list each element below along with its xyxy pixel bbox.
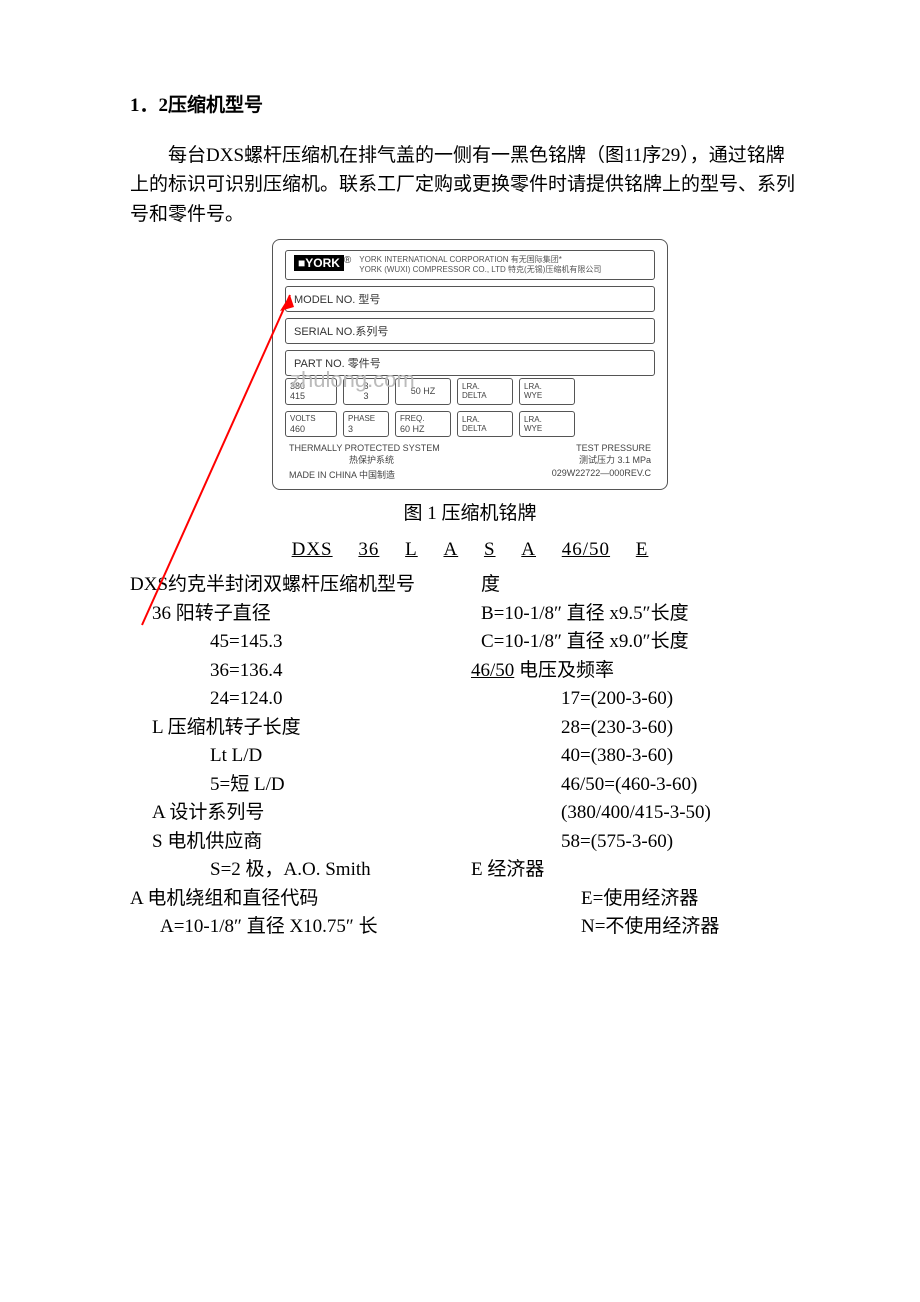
lra4s: WYE [524, 424, 570, 434]
seg-36: 36 [358, 539, 379, 560]
lra-wye-50: LRA. WYE [519, 378, 575, 406]
serial-row: SERIAL NO.系列号 [285, 318, 655, 344]
vf-1: 17=(200-3-60) [471, 685, 800, 714]
made-in: MADE IN CHINA 中国制造 [289, 468, 395, 481]
seg-4650: 46/50 [562, 539, 610, 560]
seg-e: E [636, 539, 649, 560]
s-label: S 电机供应商 [130, 828, 459, 857]
testp-en: TEST PRESSURE [576, 443, 651, 453]
e-label: E 经济器 [471, 856, 800, 885]
freq-60: FREQ. 60 HZ [395, 411, 451, 437]
vf-label: 46/50 电压及频率 [471, 657, 800, 686]
l-label: L 压缩机转子长度 [130, 714, 459, 743]
legend-columns: DXS约克半封闭双螺杆压缩机型号 36 阳转子直径 45=145.3 36=13… [130, 571, 800, 942]
vf-4: 46/50=(460-3-60) [471, 771, 800, 800]
ph1: 3 [363, 381, 368, 392]
l-v2: 5=短 L/D [130, 771, 459, 800]
l-v1: Lt L/D [130, 742, 459, 771]
part-row: PART NO. 零件号 [285, 350, 655, 376]
cont-deg: 度 [471, 571, 800, 600]
phase-50: 3 3 [343, 378, 389, 406]
a2-label: A 电机绕组和直径代码 [130, 885, 459, 914]
freq-50: 50 HZ [395, 378, 451, 406]
lra3: LRA. [462, 415, 508, 425]
vf-5: (380/400/415-3-50) [471, 799, 800, 828]
testp-cn: 测试压力 3.1 MPa [579, 453, 651, 466]
phase-60: PHASE 3 [343, 411, 389, 437]
lra-delta-50: LRA. DELTA [457, 378, 513, 406]
vf-6: 58=(575-3-60) [471, 828, 800, 857]
seg-a1: A [443, 539, 458, 560]
section-heading: 1．2压缩机型号 [130, 90, 800, 117]
vf-label-t: 电压及频率 [519, 660, 614, 681]
a1-label: A 设计系列号 [130, 799, 459, 828]
york-logo: ■YORK® [294, 255, 351, 271]
f50: 50 HZ [411, 386, 436, 397]
volts-60: VOLTS 460 [285, 411, 337, 437]
f60: 60 HZ [400, 424, 446, 435]
ph60: 3 [348, 424, 384, 435]
figure-caption: 图 1 压缩机铭牌 [130, 498, 810, 525]
elec-row-50hz: 380 415 3 3 50 HZ LRA. DELTA LRA. WYE [285, 378, 655, 406]
nameplate-header: ■YORK® YORK INTERNATIONAL CORPORATION 有无… [285, 250, 655, 279]
seg-dxs: DXS [292, 539, 333, 560]
serial-label: SERIAL NO.系列号 [294, 323, 388, 339]
lra3s: DELTA [462, 424, 508, 434]
thermal-en: THERMALLY PROTECTED SYSTEM [289, 443, 440, 453]
nameplate-foot2: MADE IN CHINA 中国制造 029W22722—000REV.C [285, 466, 655, 481]
intro-paragraph: 每台DXS螺杆压缩机在排气盖的一侧有一黑色铭牌（图11序29），通过铭牌上的标识… [130, 141, 800, 229]
v460: 460 [290, 424, 332, 435]
volts-50: 380 415 [285, 378, 337, 406]
vf-label-u: 46/50 [471, 660, 514, 681]
page-root: 1．2压缩机型号 每台DXS螺杆压缩机在排气盖的一侧有一黑色铭牌（图11序29）… [0, 0, 920, 982]
seg-a2: A [521, 539, 536, 560]
lra4: LRA. [524, 415, 570, 425]
v380: 380 [290, 381, 332, 392]
vf-3: 40=(380-3-60) [471, 742, 800, 771]
lra2: LRA. [524, 382, 570, 392]
legend-left: DXS约克半封闭双螺杆压缩机型号 36 阳转子直径 45=145.3 36=13… [130, 571, 465, 942]
header-line1: YORK INTERNATIONAL CORPORATION 有无国际集团* [359, 255, 562, 264]
model-label: MODEL NO. 型号 [294, 291, 380, 307]
part-label: PART NO. 零件号 [294, 355, 381, 371]
c-line: C=10-1/8″ 直径 x9.0″长度 [471, 628, 800, 657]
nameplate-foot1: THERMALLY PROTECTED SYSTEM TEST PRESSURE [285, 443, 655, 453]
reg-mark: ® [344, 255, 351, 266]
york-badge: ■YORK [294, 255, 344, 271]
lra1: LRA. [462, 382, 508, 392]
nameplate: ■YORK® YORK INTERNATIONAL CORPORATION 有无… [272, 239, 668, 490]
elec-row-60hz: VOLTS 460 PHASE 3 FREQ. 60 HZ LRA. DELTA… [285, 411, 655, 437]
vl: VOLTS [290, 414, 332, 424]
dxs-desc: DXS约克半封闭双螺杆压缩机型号 [130, 571, 459, 600]
rev-code: 029W22722—000REV.C [552, 468, 651, 481]
ph2: 3 [363, 391, 368, 402]
s-v1: S=2 极，A.O. Smith [130, 856, 459, 885]
lra-wye-60: LRA. WYE [519, 411, 575, 437]
lra1s: DELTA [462, 391, 508, 401]
model-code-line: DXS 36 L A S A 46/50 E [130, 539, 810, 561]
e-1: E=使用经济器 [471, 885, 800, 914]
a2-v1: A=10-1/8″ 直径 X10.75″ 长 [130, 913, 459, 942]
seg-s: S [484, 539, 496, 560]
legend-right: 度 B=10-1/8″ 直径 x9.5″长度 C=10-1/8″ 直径 x9.0… [465, 571, 800, 942]
thermal-cn: 热保护系统 [289, 453, 394, 466]
seg-l: L [405, 539, 418, 560]
fql: FREQ. [400, 414, 446, 424]
lra2s: WYE [524, 391, 570, 401]
d36-v1: 45=145.3 [130, 628, 459, 657]
d36-v3: 24=124.0 [130, 685, 459, 714]
figure-zone: ■YORK® YORK INTERNATIONAL CORPORATION 有无… [130, 239, 810, 561]
e-2: N=不使用经济器 [471, 913, 800, 942]
phl: PHASE [348, 414, 384, 424]
nameplate-header-text: YORK INTERNATIONAL CORPORATION 有无国际集团* Y… [359, 255, 601, 274]
header-line2: YORK (WUXI) COMPRESSOR CO., LTD 特克(无锡)压缩… [359, 265, 601, 274]
model-row: MODEL NO. 型号 [285, 286, 655, 312]
vf-2: 28=(230-3-60) [471, 714, 800, 743]
d36-label: 36 阳转子直径 [130, 600, 459, 629]
b-line: B=10-1/8″ 直径 x9.5″长度 [471, 600, 800, 629]
nameplate-foot1cn: 热保护系统 测试压力 3.1 MPa [285, 453, 655, 466]
v415: 415 [290, 391, 332, 402]
d36-v2: 36=136.4 [130, 657, 459, 686]
lra-delta-60: LRA. DELTA [457, 411, 513, 437]
